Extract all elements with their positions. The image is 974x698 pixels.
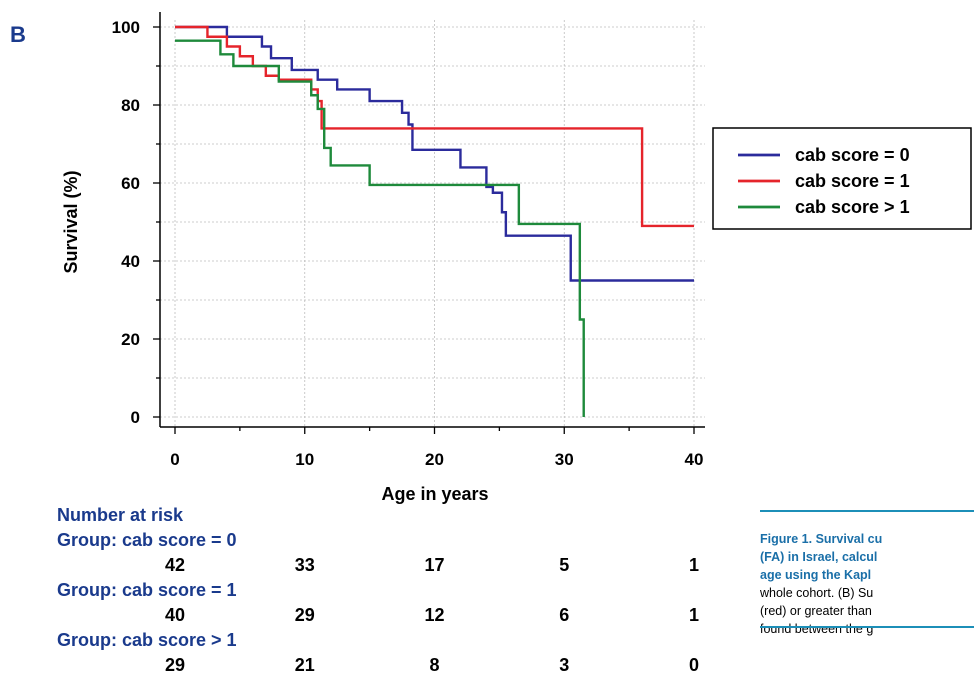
series-layer	[175, 25, 694, 417]
risk-group-label: Group: cab score = 1	[57, 580, 237, 600]
x-tick-label: 40	[685, 450, 704, 469]
series-line-2	[175, 39, 585, 417]
chart-grid	[160, 20, 705, 427]
risk-count: 29	[294, 605, 315, 625]
risk-count: 0	[688, 655, 699, 675]
risk-count: 6	[559, 605, 570, 625]
risk-count: 29	[164, 655, 186, 675]
caption-line-5: (red) or greater than	[760, 604, 872, 618]
risk-group-label: Group: cab score = 0	[57, 530, 237, 550]
risk-count: 33	[294, 555, 315, 575]
caption-text: Figure 1. Survival cu (FA) in Israel, ca…	[760, 530, 974, 638]
caption-line-3: age using the Kapl	[760, 568, 872, 582]
caption-line-2: (FA) in Israel, calcul	[760, 550, 878, 564]
panel-label: B	[10, 22, 26, 47]
x-tick-label: 10	[295, 450, 314, 469]
y-tick-label: 40	[121, 252, 140, 271]
risk-count: 1	[688, 605, 699, 625]
caption-rule-bottom	[760, 626, 974, 628]
caption-line-4: whole cohort. (B) Su	[760, 586, 874, 600]
figure-caption: Figure 1. Survival cu (FA) in Israel, ca…	[760, 510, 974, 690]
risk-count: 5	[559, 555, 570, 575]
legend-label: cab score = 1	[795, 171, 910, 191]
chart-legend: cab score = 0 cab score = 1 cab score > 1	[712, 127, 972, 230]
y-tick-label: 100	[112, 18, 140, 37]
x-tick-label: 0	[170, 450, 179, 469]
series-line-1	[175, 25, 694, 228]
risk-count: 17	[424, 555, 445, 575]
y-tick-label: 60	[121, 174, 140, 193]
risk-count: 3	[559, 655, 570, 675]
risk-count: 40	[164, 605, 186, 625]
risk-count: 42	[164, 555, 186, 575]
legend-label: cab score = 0	[795, 145, 910, 165]
caption-rule-top	[760, 510, 974, 512]
caption-line-6: found between the g	[760, 622, 874, 636]
risk-count: 21	[294, 655, 315, 675]
series-line-0	[175, 25, 694, 282]
caption-line-1: Figure 1. Survival cu	[760, 532, 883, 546]
x-tick-label: 20	[425, 450, 444, 469]
risk-count: 12	[424, 605, 445, 625]
risk-table-title: Number at risk	[57, 505, 184, 525]
risk-count: 8	[429, 655, 440, 675]
x-tick-label: 30	[555, 450, 574, 469]
y-tick-label: 0	[131, 408, 140, 427]
legend-label: cab score > 1	[795, 197, 910, 217]
risk-group-label: Group: cab score > 1	[57, 630, 237, 650]
y-tick-label: 80	[121, 96, 140, 115]
x-axis-title: Age in years	[381, 484, 488, 504]
y-tick-label: 20	[121, 330, 140, 349]
legend-box	[712, 127, 972, 230]
chart-axes: 0 20 40 60 80 100 0 10 20 30 40	[112, 12, 705, 469]
risk-count: 1	[688, 555, 699, 575]
y-axis-title: Survival (%)	[61, 170, 81, 273]
